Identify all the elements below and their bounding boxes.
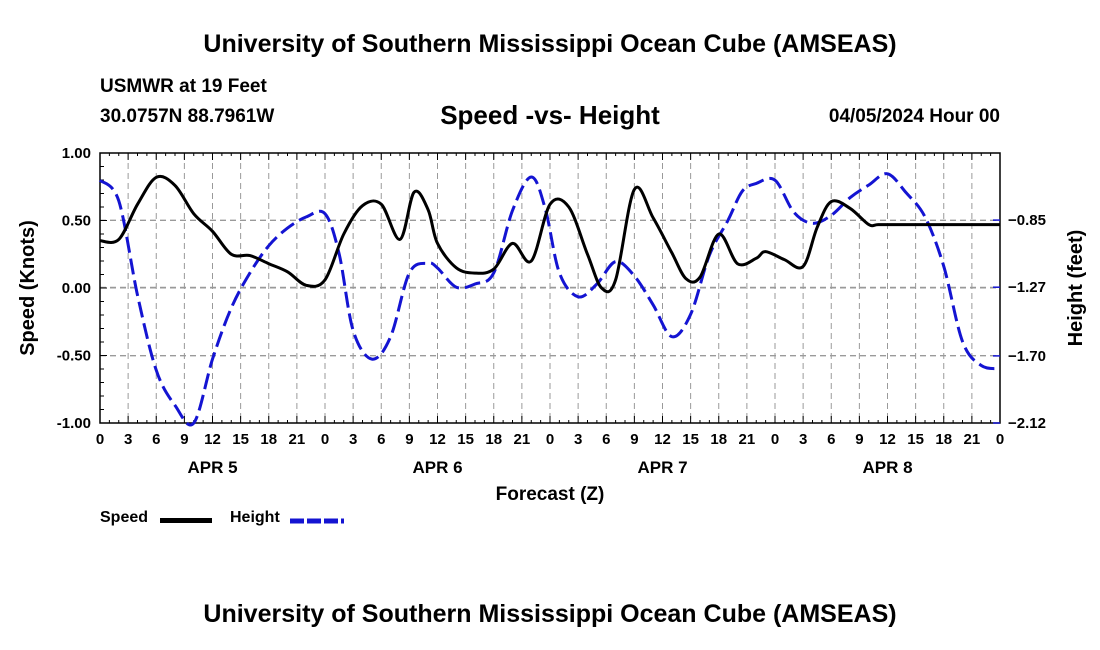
x-tick-label: 18 xyxy=(485,431,502,448)
speed-height-chart: 0 3 6 9 12 15 18 21 0 3 6 9 12 15 18 21 0 3 6 9 12 15 18 21 0 3 6 9… xyxy=(17,145,1087,505)
y2-tick-label: −1.70 xyxy=(1008,348,1046,365)
x-tick-label: 0 xyxy=(996,431,1004,448)
y2-tick-label: −0.85 xyxy=(1008,212,1046,229)
forecast-datetime: 04/05/2024 Hour 00 xyxy=(828,106,1000,127)
legend-speed-swatch xyxy=(160,518,212,523)
y-tick-label: -1.00 xyxy=(57,415,91,432)
x-tick-label: 18 xyxy=(710,431,727,448)
y2-tick-label: −1.27 xyxy=(1008,279,1046,296)
chart-title: University of Southern Mississippi Ocean… xyxy=(203,30,897,58)
y-axis-label: Speed (Knots) xyxy=(17,220,39,356)
x-tick-label: 9 xyxy=(180,431,188,448)
legend-height-label: Height xyxy=(230,509,280,526)
x-tick-label: 18 xyxy=(260,431,277,448)
x-tick-label: 3 xyxy=(124,431,132,448)
x-tick-label: 0 xyxy=(771,431,779,448)
x-tick-label: 9 xyxy=(405,431,413,448)
x-tick-label: 3 xyxy=(349,431,357,448)
y2-tick-label: −2.12 xyxy=(1008,415,1046,432)
x-tick-label: 21 xyxy=(289,431,306,448)
x-tick-label: 6 xyxy=(152,431,160,448)
y-tick-label: 0.50 xyxy=(62,213,91,230)
day-label: APR 8 xyxy=(862,458,912,477)
day-label: APR 5 xyxy=(187,458,237,477)
x-tick-label: 6 xyxy=(602,431,610,448)
legend-speed-label: Speed xyxy=(100,509,149,526)
x-tick-label: 12 xyxy=(654,431,671,448)
x-axis-label: Forecast (Z) xyxy=(496,484,605,505)
x-tick-label: 0 xyxy=(96,431,104,448)
x-tick-label: 15 xyxy=(457,431,474,448)
y2-axis-label: Height (feet) xyxy=(1065,230,1087,347)
x-tick-label: 21 xyxy=(739,431,756,448)
x-tick-label: 6 xyxy=(377,431,385,448)
y-tick-label: 0.00 xyxy=(62,280,91,297)
x-tick-label: 15 xyxy=(682,431,699,448)
x-tick-label: 3 xyxy=(799,431,807,448)
x-tick-label: 18 xyxy=(935,431,952,448)
footer-title: University of Southern Mississippi Ocean… xyxy=(203,600,897,628)
legend-height-swatch xyxy=(290,518,344,524)
day-label: APR 6 xyxy=(412,458,462,477)
y-tick-label: 1.00 xyxy=(62,145,91,162)
y-tick-label: -0.50 xyxy=(57,348,91,365)
station-name: USMWR at 19 Feet xyxy=(100,76,267,97)
x-tick-label: 12 xyxy=(429,431,446,448)
x-tick-label: 15 xyxy=(232,431,249,448)
x-tick-label: 0 xyxy=(321,431,329,448)
x-tick-label: 21 xyxy=(514,431,531,448)
x-tick-label: 0 xyxy=(546,431,554,448)
x-tick-label: 15 xyxy=(907,431,924,448)
day-label: APR 7 xyxy=(637,458,687,477)
x-tick-label: 12 xyxy=(879,431,896,448)
x-tick-label: 6 xyxy=(827,431,835,448)
x-tick-label: 12 xyxy=(204,431,221,448)
x-tick-label: 21 xyxy=(964,431,981,448)
x-tick-label: 9 xyxy=(855,431,863,448)
x-tick-label: 9 xyxy=(630,431,638,448)
series-speed-line xyxy=(99,174,1000,294)
x-tick-label: 3 xyxy=(574,431,582,448)
station-coordinates: 30.0757N 88.7961W xyxy=(100,106,275,127)
chart-subtitle: Speed -vs- Height xyxy=(440,100,660,130)
